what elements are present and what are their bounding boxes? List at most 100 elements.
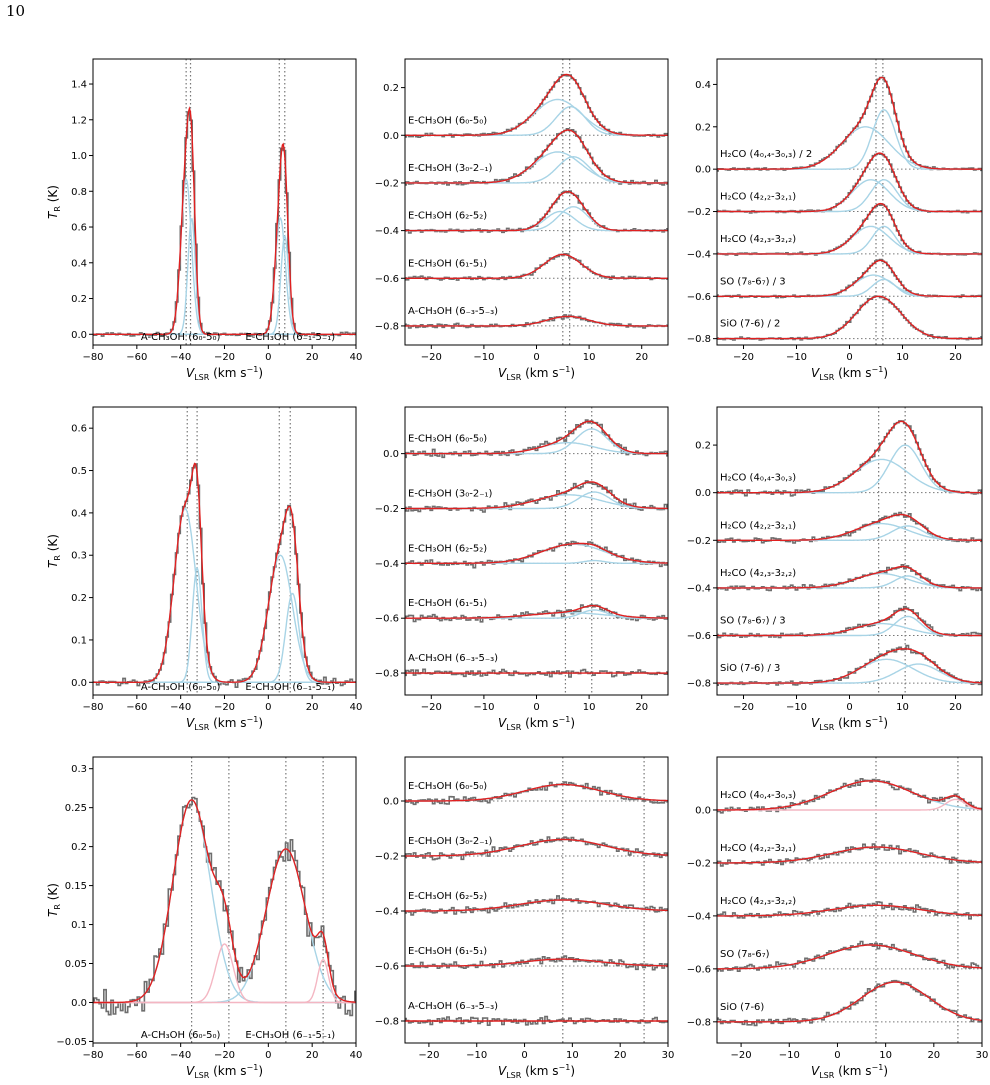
- y-axis-label: TR (K): [46, 534, 62, 568]
- transition-label: E-CH₃OH (6₀-5₀): [408, 434, 487, 445]
- x-tick-label: 30: [662, 1050, 675, 1061]
- y-tick-label: 0.2: [383, 83, 399, 94]
- axes-frame: [404, 756, 669, 1044]
- total-fit: [717, 76, 982, 170]
- y-tick-label: −0.2: [687, 536, 711, 547]
- x-tick-label: 20: [306, 702, 319, 713]
- x-tick-label: 0: [533, 702, 539, 713]
- x-axis-label: VLSR (km s−1): [498, 715, 575, 732]
- total-fit: [405, 783, 668, 802]
- axes-frame: [404, 58, 669, 346]
- observed-spectrum: [93, 463, 356, 688]
- transition-label: A-CH₃OH (6₋₃-5₋₃): [408, 306, 498, 317]
- plot-area: [717, 59, 982, 345]
- total-fit: [717, 904, 982, 917]
- spectrum-panel-r2c0: A-CH₃OH (6₀-5₀) E-CH₃OH (6₋₁-5₋₁) −80 −60 −4…: [46, 756, 362, 1080]
- transition-label: E-CH₃OH (6₋₁-5₋₁): [245, 332, 335, 343]
- y-tick-label: 0.0: [695, 805, 711, 816]
- x-tick-label: −20: [418, 1050, 439, 1061]
- gaussian-component: [93, 554, 356, 683]
- transition-label: H₂CO (4₂,₃-3₂,₂): [720, 234, 796, 245]
- spectrum-panel-r2c1: E-CH₃OH (6₀-5₀) E-CH₃OH (3₀-2₋₁) E-CH₃OH (…: [375, 756, 675, 1080]
- transition-label: E-CH₃OH (6₁-5₁): [408, 946, 487, 957]
- total-fit: [717, 648, 982, 684]
- spectrum-panel-r0c0: A-CH₃OH (6₀-5₀) E-CH₃OH (6₋₁-5₋₁) −80 −60 −4…: [46, 58, 362, 382]
- y-tick-label: −0.4: [687, 911, 711, 922]
- transition-label: E-CH₃OH (6₂-5₂): [408, 891, 487, 902]
- transition-label: E-CH₃OH (3₀-2₋₁): [408, 836, 493, 847]
- transition-label: SiO (7-6) / 2: [720, 319, 780, 330]
- y-tick-label: −0.6: [687, 631, 711, 642]
- y-tick-label: −0.8: [687, 679, 711, 690]
- gaussian-component-secondary: [93, 943, 356, 1004]
- x-axis-label: VLSR (km s−1): [811, 1063, 888, 1080]
- total-fit: [717, 846, 982, 864]
- y-tick-label: −0.8: [375, 669, 399, 680]
- x-axis-label: VLSR (km s−1): [811, 365, 888, 382]
- x-tick-label: −20: [214, 702, 235, 713]
- x-tick-label: 20: [306, 352, 319, 363]
- gaussian-component: [717, 126, 982, 170]
- transition-label: H₂CO (4₂,₃-3₂,₂): [720, 568, 796, 579]
- gaussian-component: [93, 177, 356, 335]
- x-tick-label: −80: [82, 702, 103, 713]
- total-fit: [405, 958, 668, 967]
- transition-label: SiO (7-6) / 3: [720, 663, 780, 674]
- y-tick-label: 0.2: [695, 122, 711, 133]
- y-axis-label: TR (K): [46, 185, 62, 219]
- x-tick-label: 20: [949, 352, 962, 363]
- transition-label: H₂CO (4₂,₂-3₂,₁): [720, 520, 796, 531]
- transition-label: E-CH₃OH (6₋₁-5₋₁): [245, 1030, 335, 1041]
- y-tick-label: 0.8: [71, 187, 87, 198]
- transition-label: E-CH₃OH (6₁-5₁): [408, 598, 487, 609]
- transition-label: H₂CO (4₀,₄-3₀,₃): [720, 790, 796, 801]
- y-tick-label: −0.4: [375, 226, 399, 237]
- total-fit: [93, 799, 356, 1004]
- total-fit: [405, 838, 668, 857]
- x-tick-label: 0: [521, 1050, 527, 1061]
- y-axis-label: TR (K): [46, 883, 62, 917]
- y-tick-label: −0.2: [687, 858, 711, 869]
- x-tick-label: 0: [834, 1050, 840, 1061]
- y-tick-label: 0.3: [71, 551, 87, 562]
- gaussian-component: [93, 507, 356, 683]
- transition-label: E-CH₃OH (6₀-5₀): [408, 115, 487, 126]
- y-tick-label: 0.0: [71, 998, 87, 1009]
- gaussian-component: [717, 444, 982, 494]
- x-tick-label: −80: [82, 1050, 103, 1061]
- y-tick-label: 0.4: [71, 508, 87, 519]
- transition-label: A-CH₃OH (6₋₃-5₋₃): [408, 653, 498, 664]
- total-fit: [717, 513, 982, 541]
- y-tick-label: −0.4: [375, 559, 399, 570]
- gaussian-component: [93, 566, 356, 683]
- gaussian-component-secondary: [93, 959, 356, 1004]
- total-fit: [717, 944, 982, 970]
- observed-spectrum: [405, 73, 668, 138]
- y-tick-label: −0.2: [375, 178, 399, 189]
- y-tick-label: −0.6: [375, 614, 399, 625]
- x-tick-label: 10: [566, 1050, 579, 1061]
- plot-area: [93, 59, 356, 345]
- total-fit: [405, 315, 668, 327]
- total-fit: [405, 542, 668, 564]
- x-tick-label: −60: [126, 702, 147, 713]
- total-fit: [405, 481, 668, 510]
- x-tick-label: −40: [170, 352, 191, 363]
- x-tick-label: 10: [896, 702, 909, 713]
- x-tick-label: −40: [170, 702, 191, 713]
- y-tick-label: 0.1: [71, 920, 87, 931]
- y-tick-label: 0.15: [65, 881, 87, 892]
- y-tick-label: 0.0: [71, 678, 87, 689]
- gaussian-component: [717, 295, 982, 340]
- transition-label: A-CH₃OH (6₀-5₀): [141, 682, 221, 693]
- transition-label: E-CH₃OH (6₋₁-5₋₁): [245, 682, 335, 693]
- gaussian-component: [93, 234, 356, 335]
- x-tick-label: 0: [533, 352, 539, 363]
- transition-label: E-CH₃OH (3₀-2₋₁): [408, 163, 493, 174]
- x-tick-label: 0: [846, 352, 852, 363]
- y-tick-label: −0.8: [375, 321, 399, 332]
- y-tick-label: −0.2: [375, 852, 399, 863]
- spectrum-panel-r0c2: H₂CO (4₀,₄-3₀,₃) / 2 H₂CO (4₂,₂-3₂,₁) H₂CO…: [687, 58, 983, 382]
- spectrum-panel-r1c1: E-CH₃OH (6₀-5₀) E-CH₃OH (3₀-2₋₁) E-CH₃OH (…: [375, 406, 669, 732]
